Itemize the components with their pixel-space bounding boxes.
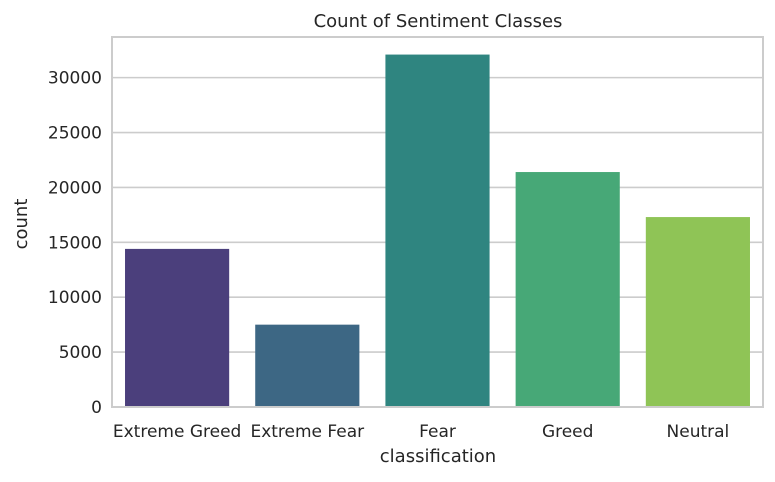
x-tick-label: Extreme Greed	[113, 422, 241, 442]
x-axis-label: classification	[380, 446, 496, 467]
x-tick-labels: Extreme Greed Extreme Fear Fear Greed Neutra…	[113, 422, 729, 442]
y-axis-label: count	[11, 199, 32, 250]
chart-title: Count of Sentiment Classes	[314, 11, 563, 32]
axes-frame	[111, 36, 764, 408]
y-tick-label: 0	[91, 398, 102, 418]
plot-frame	[111, 36, 764, 408]
y-tick-label: 20000	[48, 178, 102, 198]
y-tick-label: 15000	[48, 233, 102, 253]
y-tick-label: 5000	[59, 343, 102, 363]
y-tick-labels: 0 5000 10000 15000 20000 25000 30000	[48, 69, 102, 418]
x-tick-label: Fear	[419, 422, 456, 442]
bar-extreme-greed	[125, 248, 230, 407]
bar-fear	[385, 54, 490, 407]
bar-extreme-fear	[255, 324, 360, 407]
y-tick-label: 25000	[48, 124, 102, 144]
bar-neutral	[645, 217, 750, 407]
y-tick-label: 30000	[48, 69, 102, 89]
y-tick-label: 10000	[48, 288, 102, 308]
x-tick-label: Greed	[542, 422, 594, 442]
bar-greed	[515, 172, 620, 407]
bars	[125, 54, 750, 407]
x-tick-label: Neutral	[667, 422, 730, 442]
x-tick-label: Extreme Fear	[250, 422, 364, 442]
